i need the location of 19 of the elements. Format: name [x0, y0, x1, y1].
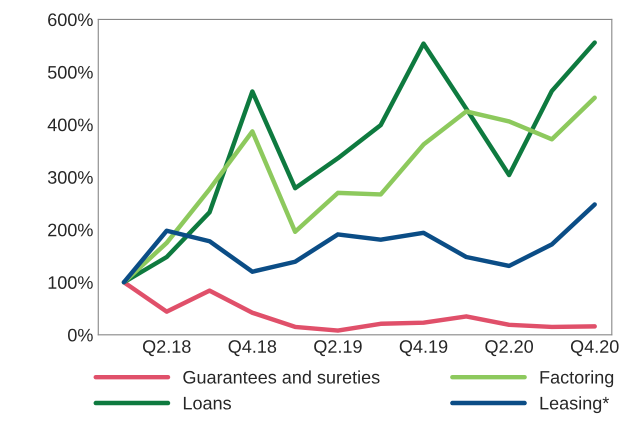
x-tick-label: Q2.20	[485, 340, 533, 356]
y-tick-label: 200%	[48, 224, 93, 236]
legend-label: Loans	[184, 396, 231, 410]
line-series	[122, 202, 597, 284]
y-tick-label: 600%	[48, 13, 93, 26]
x-tick-label: Q2.19	[314, 340, 362, 356]
y-tick-label: 400%	[48, 118, 93, 132]
x-tick-label: Q2.18	[143, 340, 191, 356]
legend-label: Guarantees and sureties	[183, 370, 380, 384]
x-tick-label: Q4.19	[400, 340, 448, 356]
x-tick-label: Q4.20	[570, 340, 619, 356]
y-tick-label: 0%	[68, 328, 93, 342]
legend-label: Factoring	[540, 370, 614, 388]
y-tick-label: 100%	[48, 276, 93, 289]
x-tick-label: Q4.18	[228, 340, 276, 356]
line-series	[122, 280, 597, 333]
legend-label: Leasing*	[540, 396, 610, 414]
y-tick-label: 500%	[48, 66, 93, 79]
y-tick-label: 300%	[48, 171, 93, 184]
